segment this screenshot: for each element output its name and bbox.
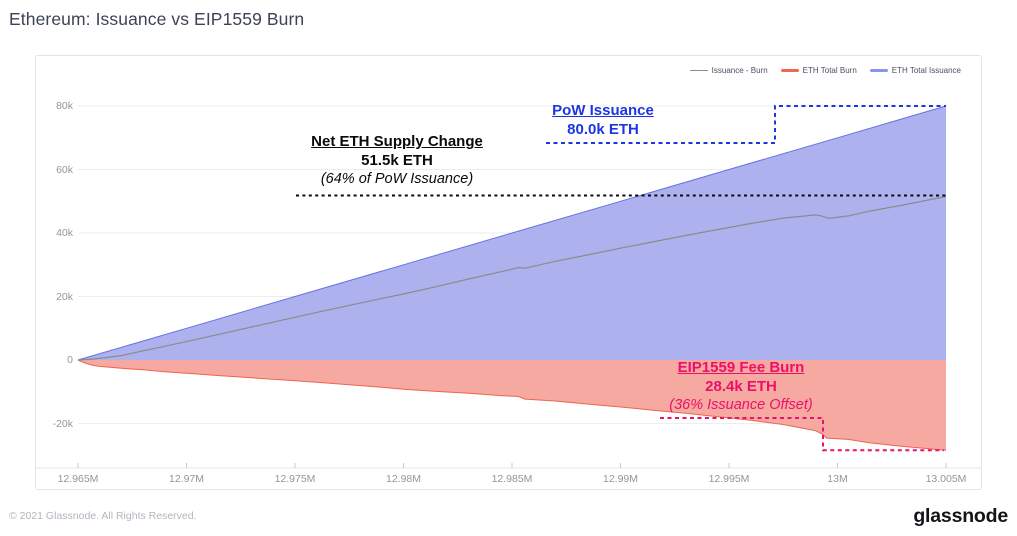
annotation-burn-value: 28.4k ETH xyxy=(705,378,777,395)
legend-label: ETH Total Burn xyxy=(802,66,857,75)
y-tick-label: 0 xyxy=(67,354,73,366)
annotation-eip1559-fee-burn: EIP1559 Fee Burn 28.4k ETH (36% Issuance… xyxy=(651,358,831,415)
chart-plot-area[interactable] xyxy=(36,56,981,489)
y-tick-label: -20k xyxy=(52,417,73,430)
page-title: Ethereum: Issuance vs EIP1559 Burn xyxy=(9,9,305,29)
x-tick-label: 12.975M xyxy=(274,473,316,485)
chart-card: Issuance - Burn ETH Total Burn ETH Total I… xyxy=(35,55,982,490)
annotation-burn-title: EIP1559 Fee Burn xyxy=(677,359,805,376)
copyright-text: © 2021 Glassnode. All Rights Reserved. xyxy=(9,510,197,522)
annotation-net-supply-change: Net ETH Supply Change 51.5k ETH (64% of … xyxy=(302,132,492,189)
annotation-pow-value: 80.0k ETH xyxy=(567,121,639,138)
glassnode-logo: glassnode xyxy=(913,504,1008,527)
x-tick-label: 12.965M xyxy=(57,473,99,485)
y-tick-label: 80k xyxy=(56,100,73,112)
x-tick-label: 12.985M xyxy=(491,473,533,485)
legend-label: Issuance - Burn xyxy=(711,66,768,75)
legend-swatch xyxy=(780,69,799,72)
x-tick-label: 12.99M xyxy=(602,473,639,485)
legend-swatch xyxy=(869,69,888,72)
x-tick-label: 13.005M xyxy=(925,473,967,485)
annotation-net-value: 51.5k ETH xyxy=(361,152,433,169)
annotation-net-title: Net ETH Supply Change xyxy=(311,133,483,150)
legend-item-issuance-burn[interactable]: Issuance - Burn xyxy=(689,66,768,75)
y-tick-label: 20k xyxy=(56,290,73,303)
annotation-pow-issuance: PoW Issuance 80.0k ETH xyxy=(523,101,683,139)
x-tick-label: 12.98M xyxy=(385,473,422,485)
annotation-pow-title: PoW Issuance xyxy=(552,102,654,119)
legend-label: ETH Total Issuance xyxy=(891,66,961,75)
x-tick-label: 13M xyxy=(827,473,848,485)
chart-legend: Issuance - Burn ETH Total Burn ETH Total I… xyxy=(689,66,961,75)
x-tick-label: 12.995M xyxy=(708,473,750,485)
legend-item-eth-total-burn[interactable]: ETH Total Burn xyxy=(780,66,857,75)
y-tick-label: 40k xyxy=(56,227,73,239)
legend-swatch xyxy=(689,70,708,71)
annotation-net-note: (64% of PoW Issuance) xyxy=(320,171,474,187)
annotation-burn-note: (36% Issuance Offset) xyxy=(669,397,813,413)
x-tick-label: 12.97M xyxy=(168,473,205,485)
footer: © 2021 Glassnode. All Rights Reserved. g… xyxy=(0,501,1017,531)
y-tick-label: 60k xyxy=(56,163,73,176)
legend-item-eth-total-issuance[interactable]: ETH Total Issuance xyxy=(869,66,961,75)
